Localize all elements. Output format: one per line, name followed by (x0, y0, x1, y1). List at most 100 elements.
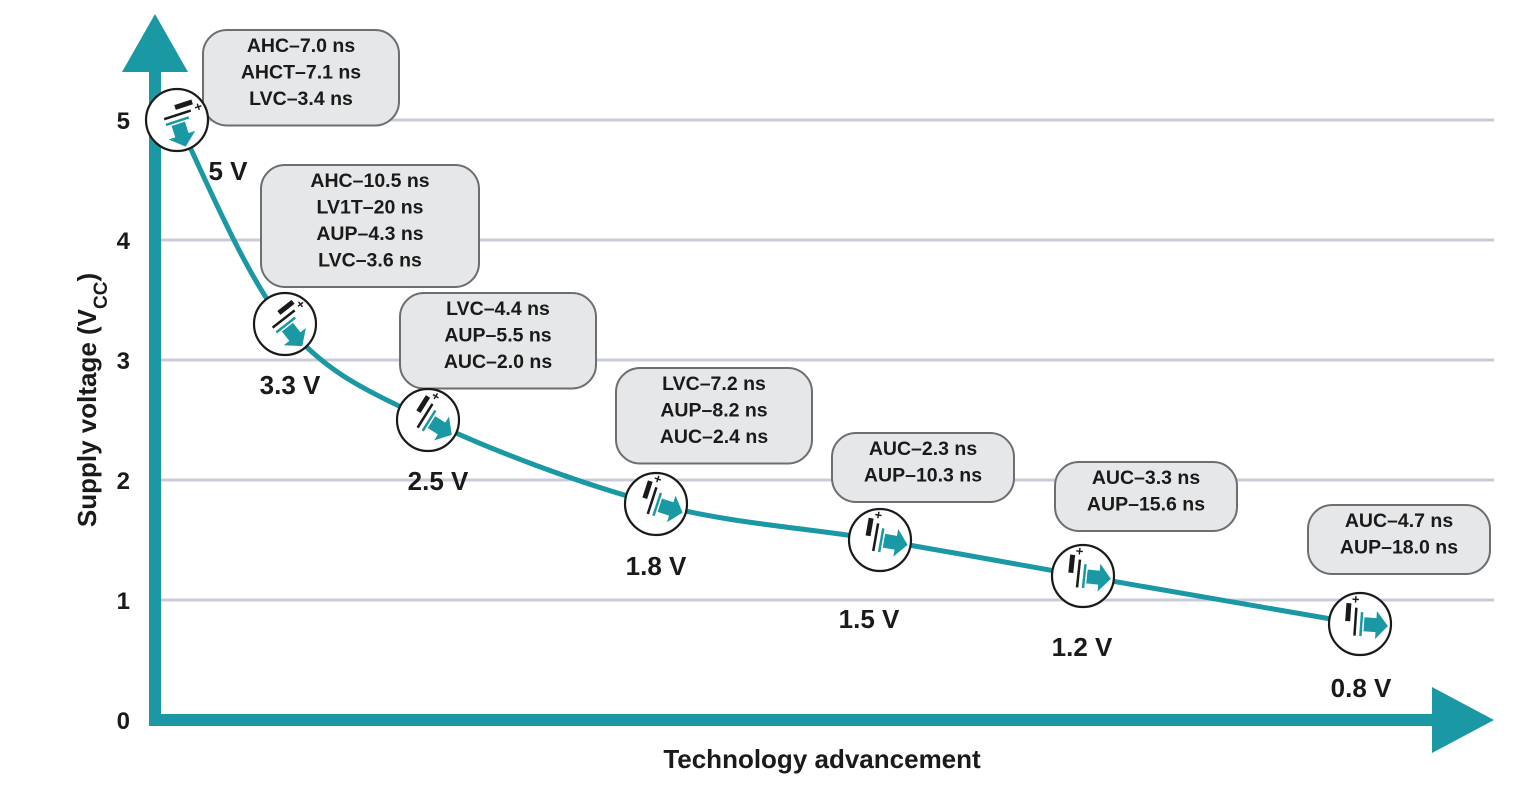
delay-callout: AHC–10.5 ns LV1T–20 ns AUP–4.3 ns LVC–3.6 n… (260, 164, 480, 288)
battery-plate-long (642, 480, 653, 500)
voltage-markers: + + + + + + + (144, 87, 1393, 657)
y-tick-labels: 0 1 2 3 4 5 (117, 108, 131, 735)
delay-callout: AUC–2.3 ns AUP–10.3 ns (831, 432, 1015, 503)
battery-plate (1359, 612, 1364, 637)
x-axis-line (149, 714, 1439, 726)
battery-plate-long (865, 517, 874, 537)
callout-box (1054, 461, 1238, 532)
battery-plate (275, 316, 296, 334)
delay-text: AUP–18.0 ns (1340, 537, 1458, 559)
callout-box (202, 29, 400, 127)
y-tick-label: 3 (117, 348, 130, 375)
battery-icon: + (623, 471, 689, 537)
y-tick-label: 5 (117, 108, 130, 135)
battery-plate (1081, 564, 1087, 589)
battery-plate (271, 309, 296, 329)
battery-plate-long (416, 395, 431, 414)
voltage-labels: 5 V 3.3 V 2.5 V 1.8 V 1.5 V 1.2 V 0.8 V (208, 156, 1392, 703)
delay-callout: AUC–3.3 ns AUP–15.6 ns (1054, 461, 1238, 532)
y-tick-label: 1 (117, 588, 130, 615)
battery-icon: + (144, 87, 210, 153)
delay-callout: AUC–4.7 ns AUP–18.0 ns (1307, 504, 1491, 575)
y-axis-label-main: Supply voltage (V (72, 308, 102, 527)
delay-callout: LVC–7.2 ns AUP–8.2 ns AUC–2.4 ns (615, 367, 813, 465)
y-tick-label: 0 (117, 708, 130, 735)
delay-text: AUP–15.6 ns (1087, 494, 1205, 516)
voltage-label: 5 V (208, 156, 248, 186)
battery-plate (1075, 559, 1082, 588)
plus-sign: + (873, 507, 883, 523)
plus-sign: + (1075, 543, 1085, 559)
battery-arrow (1363, 611, 1388, 640)
y-axis-label-close: ) (72, 273, 102, 282)
delay-text: LVC–4.4 ns (446, 298, 550, 320)
y-tick-label: 4 (117, 228, 131, 255)
battery-symbol: + (865, 507, 908, 557)
battery-symbol: + (1068, 543, 1111, 592)
battery-plate-long (1068, 554, 1076, 573)
delay-callouts: AHC–7.0 ns AHCT–7.1 ns LVC–3.4 ns AHC–10.5 … (202, 29, 1491, 575)
y-tick-label: 2 (117, 468, 130, 495)
y-axis-label-sub: CC (91, 281, 112, 309)
callout-box (260, 164, 480, 288)
battery-icon: + (1050, 543, 1116, 609)
voltage-label: 1.2 V (1052, 632, 1113, 662)
callout-box (1307, 504, 1491, 575)
delay-text: AUC–4.7 ns (1345, 510, 1454, 532)
voltage-label: 0.8 V (1331, 673, 1392, 703)
battery-arrow (165, 119, 196, 147)
battery-plate-long (174, 99, 193, 110)
voltage-label: 1.8 V (626, 551, 687, 581)
delay-text: LVC–3.6 ns (318, 250, 422, 272)
delay-callout: LVC–4.4 ns AUP–5.5 ns AUC–2.0 ns (399, 292, 597, 390)
delay-text: AUC–3.3 ns (1092, 467, 1201, 489)
delay-text: AUC–2.0 ns (444, 351, 553, 373)
battery-plate (877, 528, 885, 553)
y-axis-label: Supply voltage (VCC) (72, 273, 112, 527)
battery-plate (872, 523, 880, 552)
battery-icon: + (395, 388, 461, 453)
battery-plate (163, 109, 192, 121)
delay-text: AHC–7.0 ns (247, 35, 356, 57)
y-axis-line (149, 68, 161, 726)
axes (122, 14, 1494, 753)
battery-plate-long (277, 299, 295, 315)
battery-icon: + (252, 291, 318, 357)
delay-text: LVC–3.4 ns (249, 88, 353, 110)
battery-arrow (655, 492, 683, 523)
voltage-label: 3.3 V (260, 370, 321, 400)
battery-plate (652, 492, 663, 517)
battery-plate (1353, 607, 1358, 636)
delay-text: AUP–10.3 ns (864, 465, 982, 487)
delay-text: AUC–2.4 ns (660, 426, 769, 448)
battery-icon: + (847, 507, 913, 573)
delay-text: AUP–4.3 ns (316, 223, 423, 245)
battery-plate (646, 486, 658, 515)
battery-symbol: + (642, 471, 683, 523)
callout-box (399, 292, 597, 390)
battery-arrow (1085, 563, 1111, 592)
callout-box (831, 432, 1015, 503)
x-axis-arrow (1432, 687, 1494, 753)
battery-arrow (881, 527, 908, 557)
delay-callout: AHC–7.0 ns AHCT–7.1 ns LVC–3.4 ns (202, 29, 400, 127)
voltage-label: 1.5 V (839, 604, 900, 634)
delay-text: AHC–10.5 ns (310, 170, 429, 192)
battery-arrow (424, 411, 452, 441)
battery-plate-long (1345, 603, 1352, 622)
callout-box (615, 367, 813, 465)
battery-icon: + (1327, 591, 1393, 657)
battery-plate (421, 409, 437, 432)
plus-sign: + (1351, 591, 1360, 607)
battery-arrow (277, 319, 306, 347)
battery-symbol: + (1345, 591, 1388, 640)
delay-text: LV1T–20 ns (317, 197, 424, 219)
battery-plate (416, 403, 434, 429)
battery-plate (165, 116, 190, 127)
x-axis-label: Technology advancement (663, 744, 981, 774)
delay-text: AUC–2.3 ns (869, 438, 978, 460)
delay-text: AHCT–7.1 ns (241, 62, 361, 84)
delay-text: AUP–5.5 ns (444, 325, 551, 347)
delay-text: LVC–7.2 ns (662, 373, 766, 395)
